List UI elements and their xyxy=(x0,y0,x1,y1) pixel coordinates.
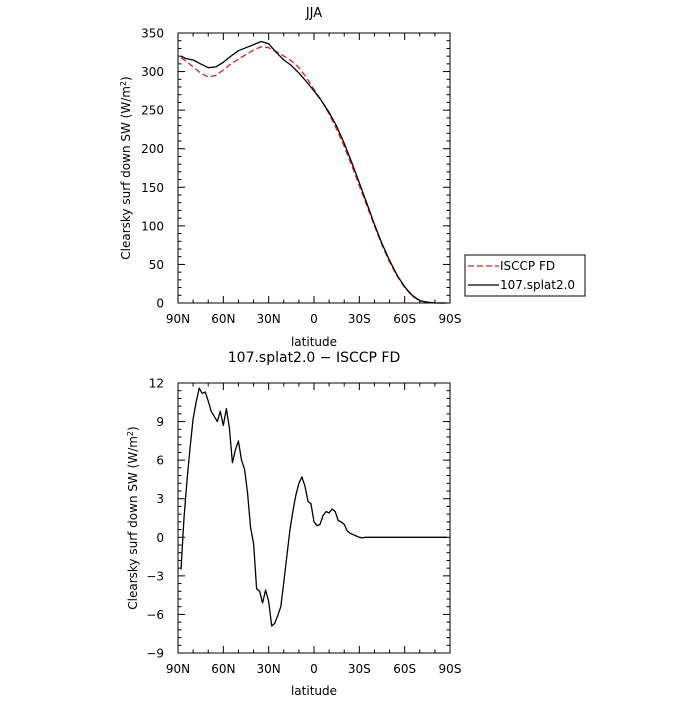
top-series-group xyxy=(180,40,447,304)
bottom-y-tick-label: −6 xyxy=(146,608,164,622)
bottom-x-tick-label: 0 xyxy=(310,662,318,676)
legend-label-splat: 107.splat2.0 xyxy=(500,278,575,292)
top-chart-panel: JJA latitude Clearsky surf down SW (W/m2… xyxy=(119,6,586,349)
top-y-tick-label: 300 xyxy=(141,65,164,79)
bottom-x-tick-label: 30S xyxy=(348,662,371,676)
bottom-y-tick-label: 3 xyxy=(156,492,164,506)
top-chart-title: JJA xyxy=(305,6,322,21)
bottom-y-axis-label-sup: 2 xyxy=(126,431,135,436)
top-plot-frame xyxy=(177,32,451,304)
bottom-y-axis-label-prefix: Clearsky surf down SW (W/m xyxy=(126,436,140,610)
bottom-series-group xyxy=(180,387,447,627)
top-x-tick-label: 60N xyxy=(211,312,235,326)
bottom-y-tick-label: −9 xyxy=(146,647,164,661)
top-x-tick-label: 30N xyxy=(257,312,281,326)
top-series-line-107-splat2-0 xyxy=(180,40,447,304)
bottom-series-line-difference xyxy=(180,387,447,627)
top-y-tick-label: 250 xyxy=(141,104,164,118)
bottom-y-axis-label-suffix: ) xyxy=(126,426,140,431)
top-y-tick-label: 150 xyxy=(141,181,164,195)
top-series-line-isccp-fd xyxy=(180,46,447,304)
bottom-axis-ticks: −9 −6 −3 0 3 6 9 12 90N 60N 30N 0 30S 60S 90S xyxy=(146,377,461,677)
bottom-y-tick-label: −3 xyxy=(146,569,164,583)
top-y-axis-label-prefix: Clearsky surf down SW (W/m xyxy=(119,86,133,260)
bottom-x-axis-label: latitude xyxy=(291,684,337,698)
top-x-tick-label: 90N xyxy=(166,312,190,326)
top-x-tick-label: 30S xyxy=(348,312,371,326)
bottom-x-tick-label: 60S xyxy=(393,662,416,676)
bottom-y-tick-label: 9 xyxy=(156,415,164,429)
bottom-chart-title: 107.splat2.0 − ISCCP FD xyxy=(228,350,401,366)
top-y-tick-label: 100 xyxy=(141,219,164,233)
bottom-x-tick-label: 90N xyxy=(166,662,190,676)
top-y-tick-label: 200 xyxy=(141,142,164,156)
top-y-tick-label: 350 xyxy=(141,27,164,41)
top-x-tick-label: 90S xyxy=(439,312,462,326)
top-x-axis-label: latitude xyxy=(291,335,337,349)
top-y-tick-label: 0 xyxy=(156,297,164,311)
bottom-y-tick-label: 6 xyxy=(156,454,164,468)
top-y-axis-label-sup: 2 xyxy=(119,81,128,86)
top-axis-ticks: 0 50 100 150 200 250 300 350 90N 60N 30N 0 30S 60S 90S xyxy=(141,27,461,327)
top-y-tick-label: 50 xyxy=(149,258,164,272)
legend: ISCCP FD 107.splat2.0 xyxy=(464,254,586,297)
legend-box xyxy=(464,254,586,297)
top-y-axis-label: Clearsky surf down SW (W/m2) xyxy=(119,76,134,259)
bottom-y-tick-label: 12 xyxy=(149,377,164,391)
bottom-y-axis-label: Clearsky surf down SW (W/m2) xyxy=(126,426,141,609)
bottom-x-tick-label: 30N xyxy=(257,662,281,676)
top-x-tick-label: 60S xyxy=(393,312,416,326)
top-y-axis-label-suffix: ) xyxy=(119,76,133,81)
legend-label-isccp: ISCCP FD xyxy=(500,259,555,273)
bottom-y-tick-label: 0 xyxy=(156,531,164,545)
bottom-x-tick-label: 90S xyxy=(439,662,462,676)
bottom-x-tick-label: 60N xyxy=(211,662,235,676)
bottom-chart-panel: 107.splat2.0 − ISCCP FD latitude Clearsk… xyxy=(126,350,462,698)
top-x-tick-label: 0 xyxy=(310,312,318,326)
